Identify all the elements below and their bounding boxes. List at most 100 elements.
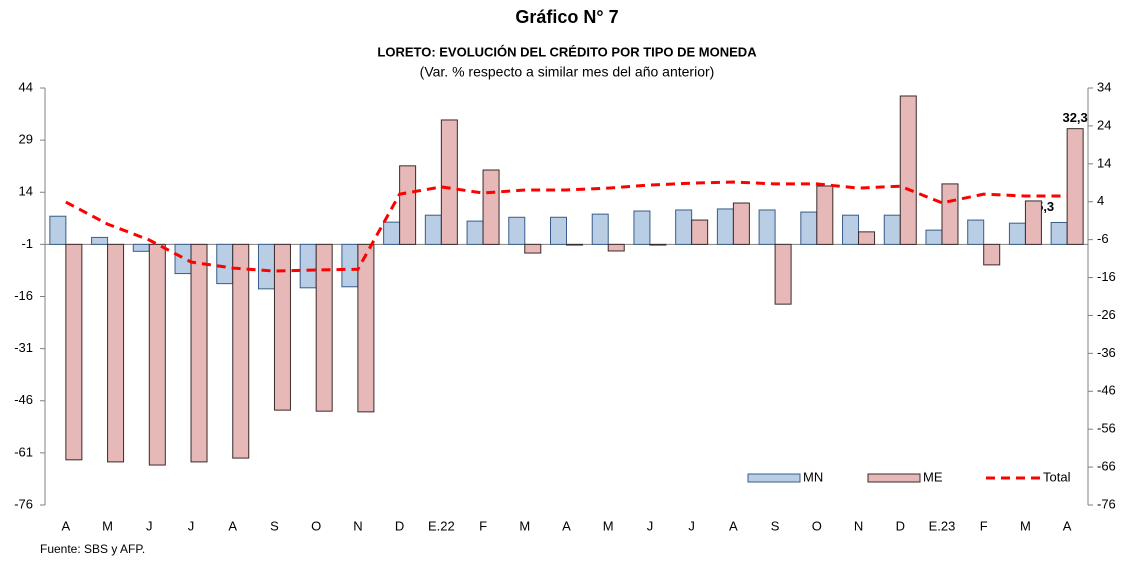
chart-subtitle: LORETO: EVOLUCIÓN DEL CRÉDITO POR TIPO D… — [377, 44, 757, 59]
bar — [216, 243, 234, 285]
x-tick-label: E.22 — [428, 518, 455, 533]
line — [65, 180, 1068, 273]
x-tick-label: O — [311, 518, 321, 533]
bar — [357, 243, 375, 413]
bar — [550, 216, 567, 245]
y-tick-label: -76 — [14, 496, 33, 511]
bar — [883, 214, 901, 245]
bar — [967, 219, 985, 245]
legend-label: MN — [803, 469, 823, 484]
bar — [383, 221, 401, 245]
y2-tick-label: 34 — [1097, 79, 1111, 94]
bar — [299, 243, 317, 289]
bar — [508, 216, 526, 245]
bar — [983, 243, 1001, 266]
x-tick-label: A — [562, 518, 571, 533]
x-tick-label: D — [395, 518, 404, 533]
legend-swatch — [867, 473, 921, 483]
bar — [257, 243, 275, 290]
bar — [91, 236, 109, 245]
bar — [1050, 221, 1068, 245]
bar — [1066, 128, 1084, 245]
value-label: 32,3 — [1062, 110, 1087, 125]
bar — [466, 220, 484, 245]
bar — [732, 202, 750, 245]
bar — [315, 243, 333, 412]
bar — [899, 95, 917, 245]
y2-tick-label: -6 — [1097, 231, 1109, 246]
bar — [107, 243, 125, 463]
bar — [649, 243, 667, 246]
x-tick-label: M — [603, 518, 614, 533]
bar — [691, 219, 709, 245]
bar — [925, 229, 943, 245]
x-tick-label: N — [353, 518, 362, 533]
x-tick-label: J — [647, 518, 654, 533]
x-tick-label: D — [896, 518, 905, 533]
x-tick-label: A — [62, 518, 71, 533]
x-tick-label: J — [188, 518, 195, 533]
y-tick-label: -46 — [14, 392, 33, 407]
y2-tick-label: 4 — [1097, 193, 1104, 208]
y-tick-label: -1 — [21, 236, 33, 251]
y2-tick-label: 14 — [1097, 155, 1111, 170]
bar — [524, 243, 542, 254]
x-tick-label: M — [102, 518, 113, 533]
y2-tick-label: 24 — [1097, 117, 1111, 132]
x-tick-label: M — [1020, 518, 1031, 533]
bar — [440, 119, 458, 245]
bar — [816, 185, 834, 245]
x-tick-label: F — [479, 518, 487, 533]
y-tick-label: -16 — [14, 288, 33, 303]
bar — [842, 214, 860, 245]
y2-tick-label: -26 — [1097, 307, 1116, 322]
bar — [49, 215, 67, 245]
bar — [774, 243, 792, 305]
x-tick-label: A — [1063, 518, 1072, 533]
x-tick-label: S — [771, 518, 780, 533]
bar — [675, 209, 693, 245]
bar — [1024, 200, 1042, 245]
bar — [566, 243, 583, 246]
bar — [424, 214, 442, 245]
y-tick-label: 14 — [19, 184, 33, 199]
bar — [65, 243, 83, 461]
bar — [716, 208, 734, 245]
y-tick-label: 44 — [19, 79, 33, 94]
bar — [800, 211, 818, 245]
x-tick-label: O — [812, 518, 822, 533]
bar — [174, 243, 192, 275]
bar — [232, 243, 250, 459]
bar — [758, 209, 776, 245]
x-tick-label: A — [729, 518, 738, 533]
chart-note: (Var. % respecto a similar mes del año a… — [420, 64, 715, 80]
bar — [399, 165, 417, 245]
x-tick-label: F — [980, 518, 988, 533]
y2-tick-label: -16 — [1097, 269, 1116, 284]
legend-label: ME — [923, 469, 943, 484]
bar — [273, 243, 291, 411]
bar — [482, 169, 500, 245]
y2-tick-label: -36 — [1097, 345, 1116, 360]
x-tick-label: M — [519, 518, 530, 533]
legend-label: Total — [1043, 469, 1071, 484]
x-tick-label: N — [854, 518, 863, 533]
bar — [341, 243, 359, 288]
bar — [591, 213, 609, 245]
y-tick-label: 29 — [19, 132, 33, 147]
y2-tick-label: -56 — [1097, 421, 1116, 436]
bar — [633, 210, 651, 245]
y2-tick-label: -76 — [1097, 496, 1116, 511]
bar — [1008, 222, 1026, 245]
bar — [941, 183, 959, 245]
x-tick-label: A — [228, 518, 237, 533]
legend-swatch — [747, 473, 801, 483]
y2-tick-label: -66 — [1097, 459, 1116, 474]
bar — [148, 243, 166, 466]
chart-title: Gráfico N° 7 — [515, 7, 618, 27]
x-tick-label: J — [146, 518, 153, 533]
y-tick-label: -61 — [14, 444, 33, 459]
x-tick-label: E.23 — [929, 518, 956, 533]
